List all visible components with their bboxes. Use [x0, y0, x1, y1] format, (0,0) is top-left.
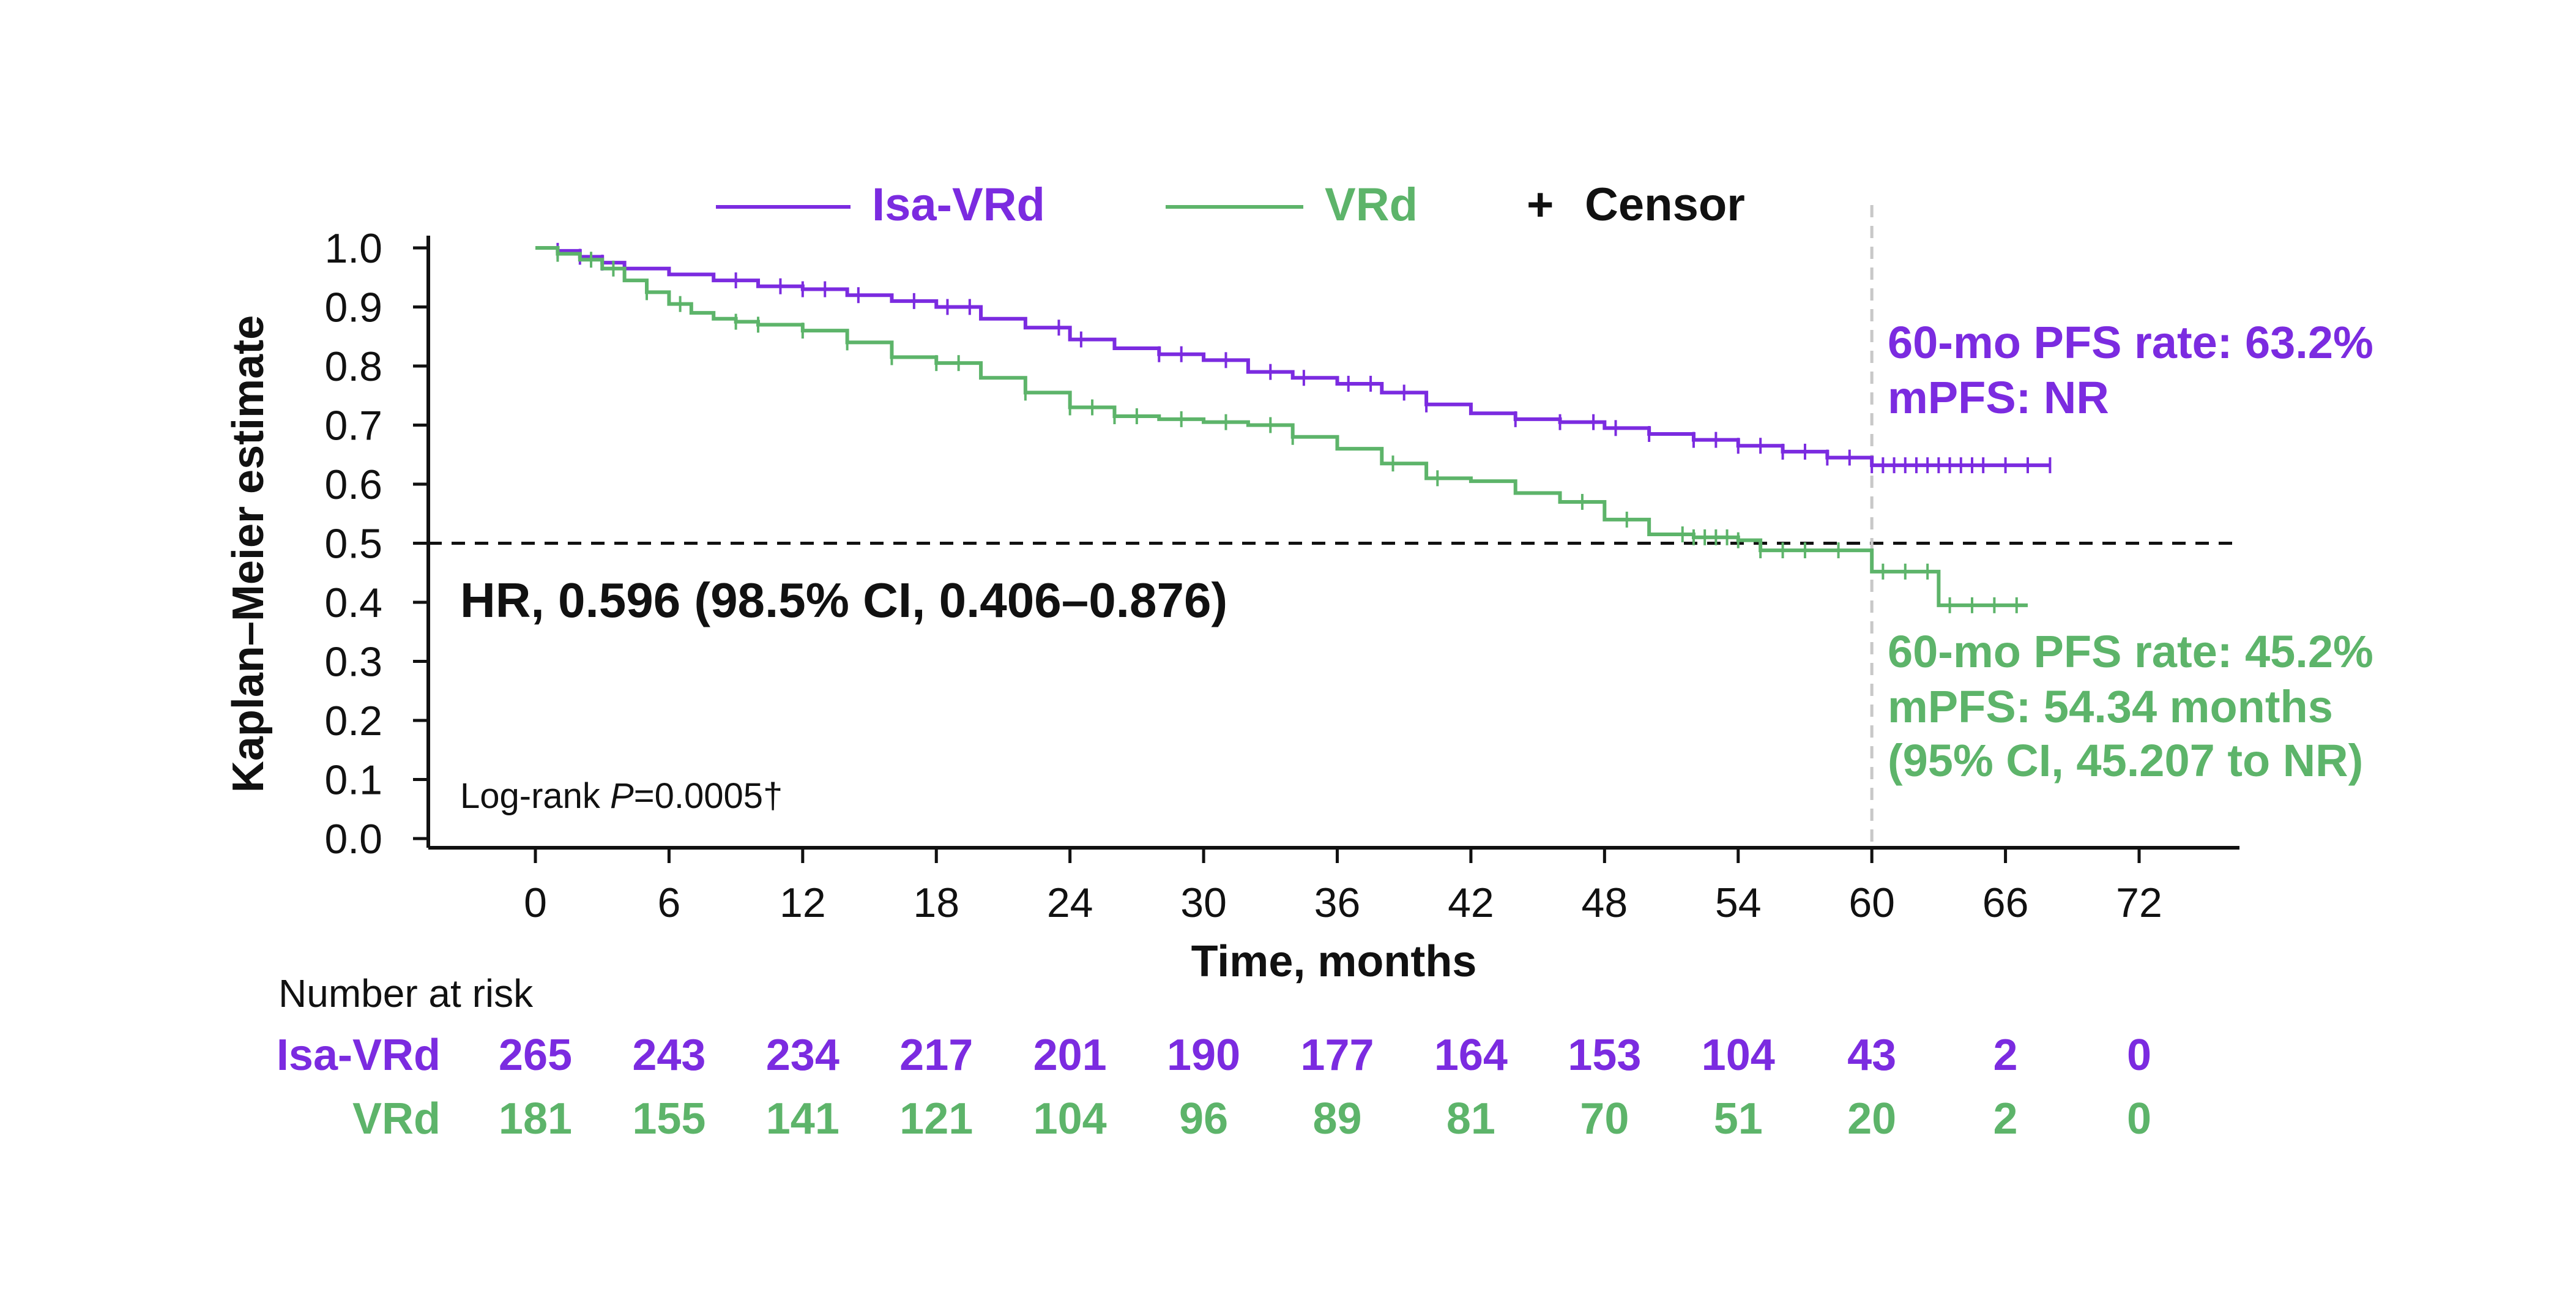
- legend: Isa-VRd VRd + Censor: [716, 179, 1745, 231]
- risk-cell: 43: [1847, 1031, 1896, 1080]
- y-tick-label: 0.9: [324, 285, 382, 331]
- y-tick-label: 0.0: [324, 816, 382, 862]
- risk-cell: 81: [1446, 1094, 1495, 1143]
- risk-cell: 70: [1580, 1094, 1629, 1143]
- risk-cell: 0: [2127, 1094, 2151, 1143]
- logrank-annotation: Log-rank P=0.0005†: [460, 776, 783, 816]
- logrank-prefix: Log-rank: [460, 776, 610, 816]
- x-tick-label: 66: [1982, 880, 2029, 926]
- risk-cell: 190: [1167, 1031, 1240, 1080]
- logrank-p: P: [610, 776, 634, 816]
- risk-cell: 243: [632, 1031, 705, 1080]
- risk-cell: 89: [1312, 1094, 1361, 1143]
- y-tick-label: 0.4: [324, 580, 382, 626]
- x-tick-label: 60: [1848, 880, 1895, 926]
- x-tick-label: 36: [1314, 880, 1361, 926]
- hr-annotation: HR, 0.596 (98.5% CI, 0.406–0.876): [460, 573, 1227, 627]
- x-tick-label: 30: [1180, 880, 1227, 926]
- risk-cell: 104: [1033, 1094, 1107, 1143]
- risk-row-label-isa-vrd: Isa-VRd: [277, 1031, 441, 1080]
- y-axis-label: Kaplan–Meier estimate: [224, 315, 273, 793]
- legend-vrd-label: VRd: [1325, 179, 1418, 231]
- axes: 1.0 0.9 0.8 0.7 0.6 0.5 0.4 0.3 0.2 0.1 0.0 0 6 12 18…: [224, 225, 2239, 986]
- risk-cell: 153: [1568, 1031, 1641, 1080]
- y-tick-label: 1.0: [324, 225, 382, 272]
- legend-censor-label: Censor: [1585, 179, 1745, 231]
- x-tick-label: 24: [1047, 880, 1093, 926]
- risk-cell: 265: [499, 1031, 572, 1080]
- x-tick-label: 54: [1715, 880, 1762, 926]
- x-axis-label: Time, months: [1191, 937, 1477, 986]
- risk-cell: 121: [899, 1094, 973, 1143]
- risk-cell: 0: [2127, 1031, 2151, 1080]
- y-tick-label: 0.6: [324, 462, 382, 508]
- risk-cell: 96: [1179, 1094, 1228, 1143]
- isa-vrd-pfs-rate: 60-mo PFS rate: 63.2%: [1888, 317, 2373, 368]
- risk-cell: 2: [1993, 1031, 2018, 1080]
- x-tick-label: 0: [524, 880, 547, 926]
- risk-cell: 51: [1714, 1094, 1763, 1143]
- y-tick-label: 0.8: [324, 343, 382, 390]
- vrd-pfs-rate: 60-mo PFS rate: 45.2%: [1888, 626, 2373, 677]
- legend-censor-symbol: +: [1527, 179, 1554, 231]
- x-tick-label: 48: [1582, 880, 1628, 926]
- risk-cell: 234: [766, 1031, 839, 1080]
- vrd-ci: (95% CI, 45.207 to NR): [1888, 735, 2363, 786]
- y-tick-label: 0.3: [324, 639, 382, 686]
- x-tick-label: 12: [780, 880, 826, 926]
- risk-row-label-vrd: VRd: [352, 1094, 441, 1143]
- y-tick-label: 0.1: [324, 757, 382, 804]
- x-tick-label: 42: [1448, 880, 1494, 926]
- risk-cell: 217: [899, 1031, 973, 1080]
- logrank-value: =0.0005†: [634, 776, 783, 816]
- y-tick-label: 0.5: [324, 521, 382, 567]
- x-tick-label: 6: [658, 880, 681, 926]
- legend-isa-vrd-label: Isa-VRd: [872, 179, 1045, 231]
- isa-vrd-mpfs: mPFS: NR: [1888, 372, 2109, 423]
- risk-cell: 141: [766, 1094, 839, 1143]
- x-tick-label: 18: [913, 880, 959, 926]
- risk-cell: 177: [1300, 1031, 1374, 1080]
- risk-table: Number at risk Isa-VRd VRd 265 243 234 217 2…: [277, 971, 2151, 1143]
- km-curve-isa-vrd: [535, 246, 2050, 468]
- x-ticks: 0 6 12 18 24 30 36 42 48 54 60 66 72: [524, 848, 2162, 926]
- risk-cell: 181: [499, 1094, 572, 1143]
- risk-cell: 20: [1847, 1094, 1896, 1143]
- y-tick-label: 0.2: [324, 698, 382, 744]
- risk-cell: 201: [1033, 1031, 1107, 1080]
- risk-cell: 164: [1434, 1031, 1508, 1080]
- vrd-mpfs: mPFS: 54.34 months: [1888, 681, 2333, 732]
- risk-table-title: Number at risk: [278, 971, 534, 1015]
- risk-cell: 104: [1702, 1031, 1775, 1080]
- x-tick-label: 72: [2116, 880, 2162, 926]
- risk-cell: 155: [632, 1094, 705, 1143]
- y-tick-label: 0.7: [324, 403, 382, 449]
- y-ticks: 1.0 0.9 0.8 0.7 0.6 0.5 0.4 0.3 0.2 0.1 0.0: [324, 225, 428, 862]
- survival-curves: [535, 242, 2052, 613]
- risk-cell: 2: [1993, 1094, 2018, 1143]
